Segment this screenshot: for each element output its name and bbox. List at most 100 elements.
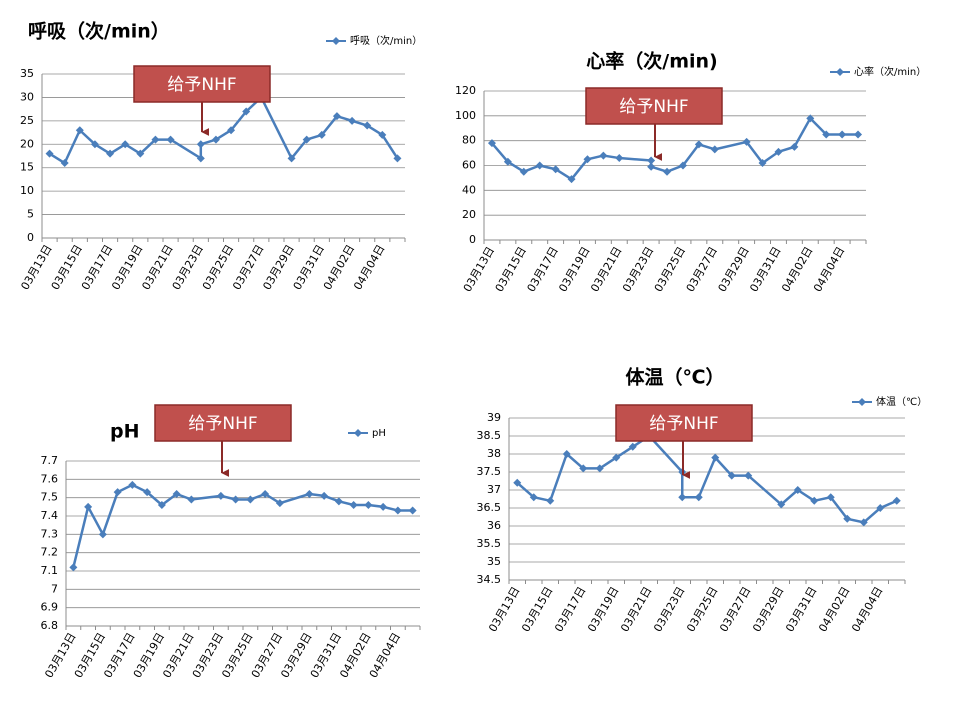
marker — [393, 154, 402, 163]
y-tick-label: 20 — [462, 208, 476, 221]
marker — [121, 140, 130, 149]
line — [72, 483, 413, 568]
y-tick-label: 7.1 — [41, 564, 59, 577]
chart-title: 体温（℃） — [625, 366, 724, 389]
marker — [378, 130, 387, 139]
marker — [774, 147, 783, 156]
marker — [84, 502, 93, 511]
marker — [612, 453, 621, 462]
y-tick-label: 0 — [27, 231, 34, 244]
marker — [777, 500, 786, 509]
y-tick-label: 7.5 — [41, 491, 59, 504]
marker — [551, 165, 560, 174]
marker — [854, 130, 863, 139]
marker — [246, 495, 255, 504]
y-tick-label: 20 — [20, 137, 34, 150]
marker — [379, 502, 388, 511]
marker — [151, 135, 160, 144]
marker — [75, 126, 84, 135]
marker — [826, 493, 835, 502]
marker — [45, 149, 54, 158]
marker — [599, 151, 608, 160]
y-tick-label: 7.4 — [41, 509, 59, 522]
y-tick-label: 7.2 — [41, 546, 59, 559]
y-tick-label: 60 — [462, 159, 476, 172]
marker — [810, 496, 819, 505]
marker — [196, 154, 205, 163]
legend-label: 体温（℃） — [876, 396, 927, 408]
marker — [287, 154, 296, 163]
marker — [876, 504, 885, 512]
marker — [742, 137, 751, 146]
marker — [843, 514, 852, 523]
marker — [261, 490, 270, 498]
marker — [562, 450, 571, 458]
callout-text: 给予NHF — [167, 75, 236, 95]
y-tick-label: 6.9 — [41, 601, 59, 614]
marker — [60, 159, 69, 168]
marker — [892, 496, 901, 505]
y-tick-label: 7.6 — [41, 472, 59, 485]
marker — [647, 162, 656, 171]
y-tick-label: 37 — [487, 483, 501, 496]
marker — [744, 471, 753, 480]
marker — [320, 491, 329, 500]
marker — [187, 495, 196, 504]
marker — [727, 471, 736, 480]
y-tick-label: 7.7 — [41, 454, 59, 467]
marker — [615, 154, 624, 163]
marker — [503, 157, 512, 166]
y-tick-label: 30 — [20, 90, 34, 103]
marker — [242, 107, 251, 116]
marker — [393, 506, 402, 515]
marker — [838, 130, 847, 139]
marker — [408, 506, 417, 515]
y-tick-label: 39 — [487, 411, 501, 424]
marker — [106, 149, 115, 158]
y-tick-label: 5 — [27, 208, 34, 221]
marker — [806, 114, 815, 123]
y-tick-label: 38 — [487, 447, 501, 460]
marker — [275, 499, 284, 508]
marker — [113, 488, 122, 497]
callout-box — [154, 404, 292, 442]
marker — [363, 121, 372, 130]
y-tick-label: 35 — [20, 67, 34, 80]
y-tick-label: 36 — [487, 519, 501, 532]
marker — [535, 161, 544, 170]
y-tick-label: 7 — [51, 582, 58, 595]
marker — [128, 480, 137, 489]
marker — [69, 563, 78, 572]
y-tick-label: 38.5 — [477, 429, 502, 442]
y-tick-label: 7.3 — [41, 527, 59, 540]
marker — [157, 501, 166, 509]
legend-marker — [858, 398, 866, 406]
y-tick-label: 6.8 — [41, 619, 59, 632]
marker — [519, 167, 528, 176]
y-tick-label: 36.5 — [477, 501, 502, 514]
callout-text: 给予NHF — [649, 414, 718, 434]
y-tick-label: 100 — [455, 109, 476, 122]
marker — [793, 486, 802, 494]
marker — [859, 518, 868, 527]
marker — [487, 139, 496, 148]
y-tick-label: 35 — [487, 555, 501, 568]
y-tick-label: 0 — [469, 233, 476, 246]
marker — [546, 496, 555, 505]
legend-marker — [332, 37, 340, 45]
y-tick-label: 37.5 — [477, 465, 502, 478]
callout-box — [133, 65, 271, 103]
marker — [332, 112, 341, 121]
marker — [529, 493, 538, 502]
marker — [317, 130, 326, 139]
marker — [196, 140, 205, 149]
callout-text: 给予NHF — [188, 414, 257, 434]
chart-title: pH — [110, 421, 140, 443]
y-tick-label: 34.5 — [477, 573, 502, 586]
marker — [90, 140, 99, 149]
marker — [348, 116, 357, 125]
callout-box — [585, 87, 723, 125]
legend-label: pH — [372, 428, 386, 439]
